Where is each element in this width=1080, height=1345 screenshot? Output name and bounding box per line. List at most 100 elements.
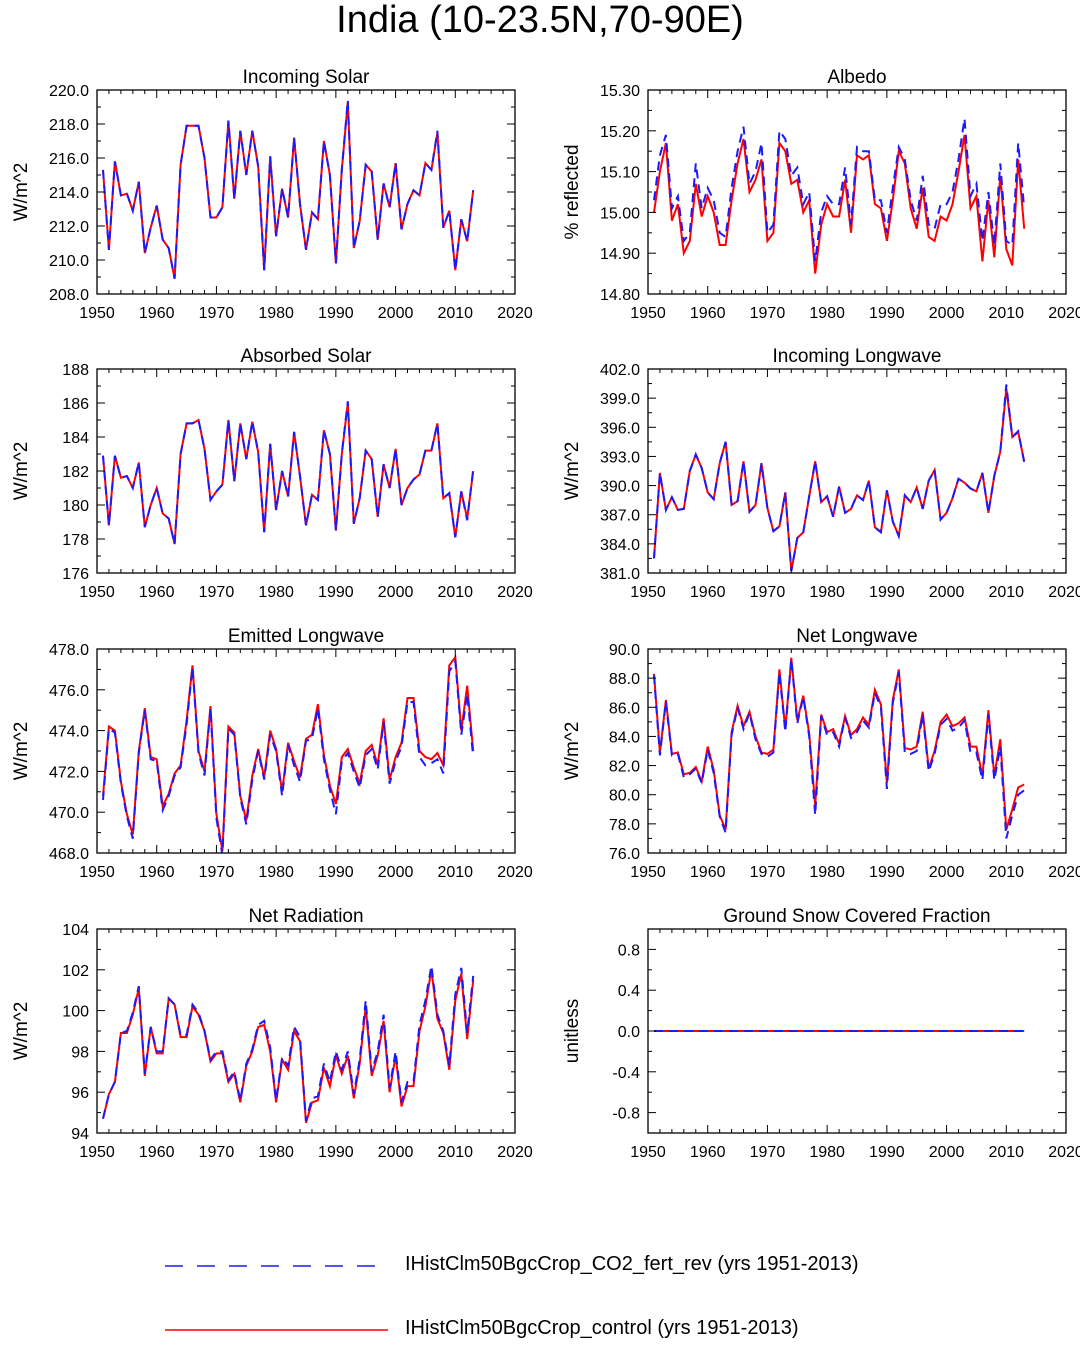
series-line-co2-fert-rev — [102, 100, 475, 279]
x-tick-label: 2010 — [988, 864, 1024, 881]
y-tick-label: 399.0 — [600, 391, 640, 408]
y-axis-label: W/m^2 — [11, 163, 32, 222]
x-tick-label: 2000 — [378, 1144, 414, 1161]
y-tick-label: 472.0 — [49, 764, 89, 781]
x-tick-label: 1980 — [258, 1144, 294, 1161]
y-tick-label: 220.0 — [49, 83, 89, 100]
x-tick-label: 2020 — [1048, 864, 1080, 881]
x-tick-label: 1990 — [869, 584, 905, 601]
x-tick-label: 1950 — [630, 1144, 666, 1161]
x-tick-label: 1980 — [258, 864, 294, 881]
panel-title: Incoming Longwave — [773, 346, 942, 367]
y-tick-label: 15.10 — [600, 165, 640, 182]
x-tick-label: 1960 — [139, 1144, 175, 1161]
panel-title: Emitted Longwave — [228, 626, 384, 647]
y-tick-label: 15.20 — [600, 124, 640, 141]
chart-panel-6: Net Longwave W/m^2 1950 1960 1970 1980 1990 200… — [562, 626, 1080, 881]
y-axis-label: W/m^2 — [11, 722, 32, 781]
x-tick-label: 1990 — [318, 864, 354, 881]
y-tick-label: 100 — [62, 1004, 89, 1021]
y-tick-label: 96 — [71, 1085, 89, 1102]
y-tick-label: 387.0 — [600, 508, 640, 525]
panel-title: Absorbed Solar — [241, 346, 373, 367]
y-tick-label: 468.0 — [49, 846, 89, 863]
plot-frame — [96, 648, 516, 854]
chart-panel-1: Incoming Solar W/m^2 1950 1960 1970 1980 1990 2… — [11, 67, 533, 322]
x-tick-label: 2020 — [497, 1144, 533, 1161]
x-tick-label: 1960 — [139, 305, 175, 322]
y-tick-label: 474.0 — [49, 724, 89, 741]
x-tick-label: 1960 — [690, 305, 726, 322]
panel-title: Incoming Solar — [243, 67, 370, 88]
y-tick-label: 214.0 — [49, 185, 89, 202]
chart-panel-4: Incoming Longwave W/m^2 1950 1960 1970 1980 19… — [562, 346, 1080, 601]
panel-title: Albedo — [827, 67, 886, 88]
x-tick-label: 2000 — [929, 864, 965, 881]
y-tick-label: 182 — [62, 464, 89, 481]
x-tick-label: 1990 — [318, 1144, 354, 1161]
y-tick-label: 78.0 — [609, 817, 640, 834]
series-line-co2-fert-rev — [653, 659, 1025, 839]
x-tick-label: 1950 — [630, 584, 666, 601]
chart-panel-8: Ground Snow Covered Fraction unitless 1950… — [562, 906, 1080, 1161]
x-tick-label: 1960 — [690, 1144, 726, 1161]
x-tick-label: 1970 — [750, 584, 786, 601]
chart-panel-3: Absorbed Solar W/m^2 1950 1960 1970 1980 1990 2… — [11, 346, 533, 601]
x-tick-label: 2000 — [929, 1144, 965, 1161]
x-tick-label: 2000 — [378, 864, 414, 881]
y-tick-label: 0.4 — [618, 983, 640, 1000]
x-tick-label: 1960 — [690, 864, 726, 881]
series-line-control — [102, 402, 475, 545]
x-tick-label: 2010 — [437, 1144, 473, 1161]
series-line-co2-fert-rev — [102, 965, 475, 1122]
x-tick-label: 1960 — [139, 864, 175, 881]
x-tick-label: 1990 — [318, 584, 354, 601]
x-tick-label: 2010 — [988, 305, 1024, 322]
y-tick-label: 210.0 — [49, 253, 89, 270]
y-tick-label: 84.0 — [609, 729, 640, 746]
x-tick-label: 1970 — [199, 1144, 235, 1161]
y-tick-label: 381.0 — [600, 566, 640, 583]
y-tick-label: 188 — [62, 362, 89, 379]
x-tick-label: 2010 — [437, 305, 473, 322]
x-tick-label: 1950 — [79, 864, 115, 881]
x-tick-label: 2000 — [929, 305, 965, 322]
x-tick-label: 2020 — [497, 305, 533, 322]
y-tick-label: 15.00 — [600, 205, 640, 222]
y-axis-label: W/m^2 — [11, 442, 32, 501]
panel-title: Net Radiation — [248, 906, 363, 927]
y-axis-label: W/m^2 — [562, 442, 583, 501]
chart-panel-5: Emitted Longwave W/m^2 1950 1960 1970 1980 199… — [11, 626, 533, 881]
chart-panel-7: Net Radiation W/m^2 1950 1960 1970 1980 1990 20… — [11, 906, 533, 1161]
y-tick-label: 0.0 — [618, 1024, 640, 1041]
x-tick-label: 1960 — [139, 584, 175, 601]
y-tick-label: -0.4 — [612, 1065, 640, 1082]
x-tick-label: 1970 — [750, 864, 786, 881]
x-tick-label: 2000 — [378, 584, 414, 601]
y-tick-label: 86.0 — [609, 700, 640, 717]
x-tick-label: 1980 — [258, 305, 294, 322]
series-line-co2-fert-rev — [653, 384, 1026, 572]
y-tick-label: 396.0 — [600, 420, 640, 437]
series-line-co2-fert-rev — [102, 401, 475, 545]
y-tick-label: 216.0 — [49, 151, 89, 168]
y-tick-label: 390.0 — [600, 479, 640, 496]
x-tick-label: 2020 — [1048, 584, 1080, 601]
y-tick-label: 88.0 — [609, 671, 640, 688]
x-tick-label: 1970 — [750, 305, 786, 322]
x-tick-label: 2020 — [497, 584, 533, 601]
x-tick-label: 1960 — [690, 584, 726, 601]
y-axis-label: % reflected — [562, 144, 583, 239]
legend-solid-line — [165, 1329, 388, 1331]
y-tick-label: 14.90 — [600, 246, 640, 263]
legend-label-rev: IHistClm50BgcCrop_CO2_fert_rev (yrs 1951… — [405, 1253, 859, 1275]
y-tick-label: 102 — [62, 963, 89, 980]
x-tick-label: 1980 — [809, 1144, 845, 1161]
x-tick-label: 1950 — [79, 1144, 115, 1161]
y-axis-label: unitless — [562, 999, 583, 1063]
x-tick-label: 1950 — [79, 584, 115, 601]
x-tick-label: 2010 — [437, 584, 473, 601]
y-tick-label: 208.0 — [49, 287, 89, 304]
y-tick-label: 82.0 — [609, 759, 640, 776]
